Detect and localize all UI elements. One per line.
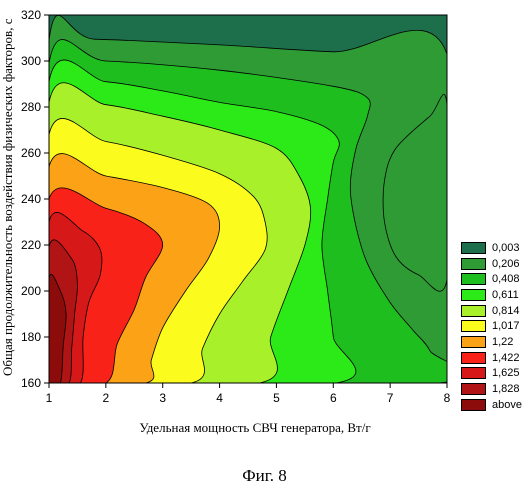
legend-label: 0,206 xyxy=(492,258,520,270)
legend-item: 1,422 xyxy=(461,350,522,366)
y-tick-label: 240 xyxy=(21,192,41,206)
x-tick-label: 6 xyxy=(330,391,337,405)
legend-label: 0,814 xyxy=(492,305,520,317)
legend-item: 1,017 xyxy=(461,318,522,334)
x-tick-label: 4 xyxy=(216,391,223,405)
legend-item: 0,003 xyxy=(461,240,522,256)
x-tick-label: 5 xyxy=(273,391,280,405)
legend-label: 0,611 xyxy=(492,289,519,301)
y-tick-label: 280 xyxy=(21,100,41,114)
x-tick-label: 2 xyxy=(103,391,110,405)
legend-label: 1,422 xyxy=(492,352,520,364)
legend-item: 1,828 xyxy=(461,381,522,397)
legend-swatch xyxy=(461,273,486,285)
legend-label: 0,003 xyxy=(492,242,520,254)
y-tick-label: 320 xyxy=(21,8,41,22)
legend: 0,003 0,206 0,408 0,611 0,814 1,017 1,22 1,422 1… xyxy=(461,240,522,413)
legend-label: 1,22 xyxy=(492,336,513,348)
figure-caption: Фиг. 8 xyxy=(0,466,529,486)
y-tick-label: 220 xyxy=(21,238,41,252)
y-tick-label: 200 xyxy=(21,284,41,298)
y-tick-label: 180 xyxy=(21,330,41,344)
legend-label: above xyxy=(492,399,522,411)
y-tick-label: 260 xyxy=(21,146,41,160)
x-tick-label: 3 xyxy=(159,391,166,405)
legend-item: 0,206 xyxy=(461,256,522,272)
x-tick-label: 8 xyxy=(444,391,451,405)
legend-swatch xyxy=(461,352,486,364)
plot-area xyxy=(49,15,464,383)
x-axis-label: Удельная мощность СВЧ генератора, Вт/г xyxy=(60,420,450,436)
legend-swatch xyxy=(461,399,486,411)
legend-item: 0,611 xyxy=(461,287,522,303)
legend-label: 0,408 xyxy=(492,273,520,285)
legend-label: 1,017 xyxy=(492,320,520,332)
contour-regions xyxy=(49,15,464,383)
legend-swatch xyxy=(461,367,486,379)
y-tick-label: 300 xyxy=(21,54,41,68)
y-axis-label: Общая продолжительность воздействия физи… xyxy=(0,36,16,376)
legend-swatch xyxy=(461,320,486,332)
legend-swatch xyxy=(461,258,486,270)
legend-swatch xyxy=(461,383,486,395)
legend-label: 1,625 xyxy=(492,367,520,379)
legend-item: 0,814 xyxy=(461,303,522,319)
legend-swatch xyxy=(461,305,486,317)
x-tick-label: 1 xyxy=(46,391,53,405)
x-tick-label: 7 xyxy=(387,391,394,405)
legend-item: 1,22 xyxy=(461,334,522,350)
legend-swatch xyxy=(461,242,486,254)
legend-swatch xyxy=(461,289,486,301)
y-tick-label: 160 xyxy=(21,376,41,390)
legend-swatch xyxy=(461,336,486,348)
legend-item: 0,408 xyxy=(461,271,522,287)
legend-label: 1,828 xyxy=(492,383,520,395)
legend-item: 1,625 xyxy=(461,366,522,382)
legend-item: above xyxy=(461,397,522,413)
